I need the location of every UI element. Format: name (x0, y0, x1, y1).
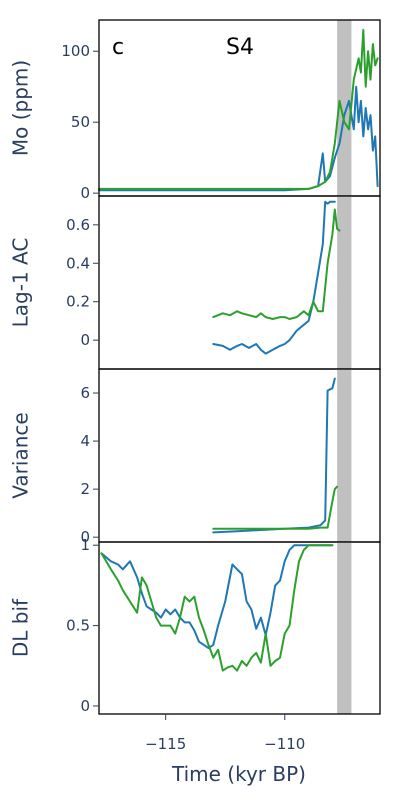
series-line-blue (212, 200, 336, 355)
y-tick-label: 0 (80, 697, 90, 715)
shaded-interval (337, 196, 352, 369)
y-tick-label: 4 (80, 432, 90, 450)
y-tick-label: 100 (61, 42, 90, 60)
y-axis-title: Variance (9, 412, 33, 498)
panel-3: 0 2 4 6 Variance (9, 368, 381, 546)
y-tick-label: 0 (80, 331, 90, 349)
series-line-green (98, 28, 379, 190)
panel-1: 0 50 100 Mo (ppm) (9, 19, 381, 202)
y-tick-label: 0 (80, 184, 90, 202)
panel-2: 0 0.2 0.4 0.6 Lag-1 AC (9, 195, 381, 370)
series-line-blue (98, 85, 379, 192)
series-line-blue (212, 377, 336, 534)
y-tick-label: 6 (80, 384, 90, 402)
x-tick-label: −115 (145, 735, 186, 753)
panel-title: S4 (226, 35, 254, 60)
y-axis-title: DL bif (9, 598, 33, 657)
y-tick-label: 0 (80, 528, 90, 546)
shaded-interval (337, 542, 352, 714)
y-tick-label: 0.2 (66, 293, 90, 311)
y-axis-title: Mo (ppm) (9, 60, 33, 156)
panel-frame (98, 541, 381, 715)
series-line-green (212, 208, 341, 320)
y-tick-label: 0.5 (66, 617, 90, 635)
y-axis-title: Lag-1 AC (9, 238, 33, 328)
chart-panels: 0 50 100 Mo (ppm) 0 0.2 0.4 0.6 Lag-1 AC 0 2 4 6 Vari… (9, 19, 381, 753)
x-tick-label: −110 (264, 735, 305, 753)
series-line-blue (100, 544, 334, 650)
shaded-interval (337, 369, 352, 542)
y-tick-label: 0.4 (66, 254, 90, 272)
panel-4: 0 0.5 1 DL bif −115 −110 (9, 536, 381, 753)
y-tick-label: 50 (71, 113, 90, 131)
x-axis-title: Time (kyr BP) (171, 762, 306, 786)
panel-label: c (112, 35, 124, 60)
series-line-green (100, 544, 334, 672)
y-tick-label: 1 (80, 536, 90, 554)
y-tick-label: 0.6 (66, 216, 90, 234)
y-tick-label: 2 (80, 480, 90, 498)
series-line-green (212, 485, 339, 530)
shaded-interval (337, 20, 352, 196)
